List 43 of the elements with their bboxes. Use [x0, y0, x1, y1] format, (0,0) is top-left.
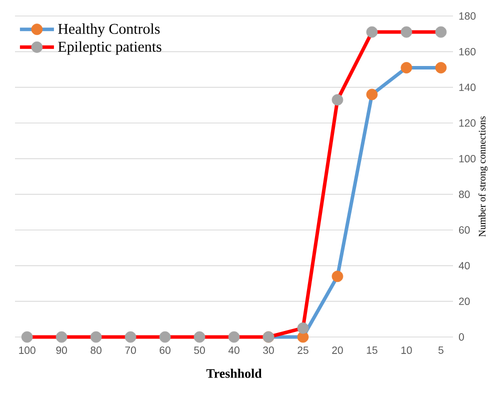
point [297, 322, 309, 334]
x-tick-label: 70 [125, 346, 136, 354]
x-tick-label: 25 [298, 346, 308, 354]
legend-label: Healthy Controls [58, 23, 160, 37]
x-tick-label: 5 [438, 346, 444, 354]
y-tick-label: 120 [459, 119, 476, 127]
x-tick-label: 30 [263, 346, 274, 354]
point [332, 270, 344, 282]
legend-label: Epileptic patients [58, 41, 162, 55]
point [435, 26, 447, 38]
point [90, 331, 102, 343]
point [228, 331, 240, 343]
point [194, 331, 206, 343]
y-tick-label: 0 [458, 333, 464, 341]
y-axis-title: Number of strong connections [478, 116, 488, 237]
y-tick-label: 60 [459, 226, 470, 234]
x-tick-label: 80 [90, 346, 102, 354]
point [366, 26, 378, 38]
x-tick-label: 20 [332, 346, 343, 354]
x-tick-label: 10 [401, 346, 412, 354]
x-tick-label: 40 [228, 346, 240, 354]
y-tick-label: 40 [458, 262, 470, 270]
point [21, 331, 33, 343]
x-axis-title: Treshhold [206, 368, 262, 378]
x-tick-label: 100 [19, 346, 36, 354]
point [366, 88, 378, 100]
y-tick-label: 140 [459, 84, 476, 92]
y-tick-label: 160 [459, 48, 476, 56]
x-tick-label: 60 [160, 346, 170, 354]
point [332, 94, 344, 106]
x-tick-label: 15 [366, 346, 378, 354]
point [159, 331, 171, 343]
point [56, 331, 68, 343]
y-tick-label: 100 [459, 154, 476, 162]
point [124, 331, 136, 343]
x-tick-label: 50 [194, 346, 205, 354]
point [400, 62, 412, 74]
y-tick-label: 180 [459, 12, 476, 20]
x-tick-label: 90 [56, 346, 67, 354]
point [435, 62, 447, 74]
point [400, 26, 412, 38]
y-tick-label: 20 [459, 298, 470, 306]
y-tick-label: 80 [458, 190, 470, 198]
